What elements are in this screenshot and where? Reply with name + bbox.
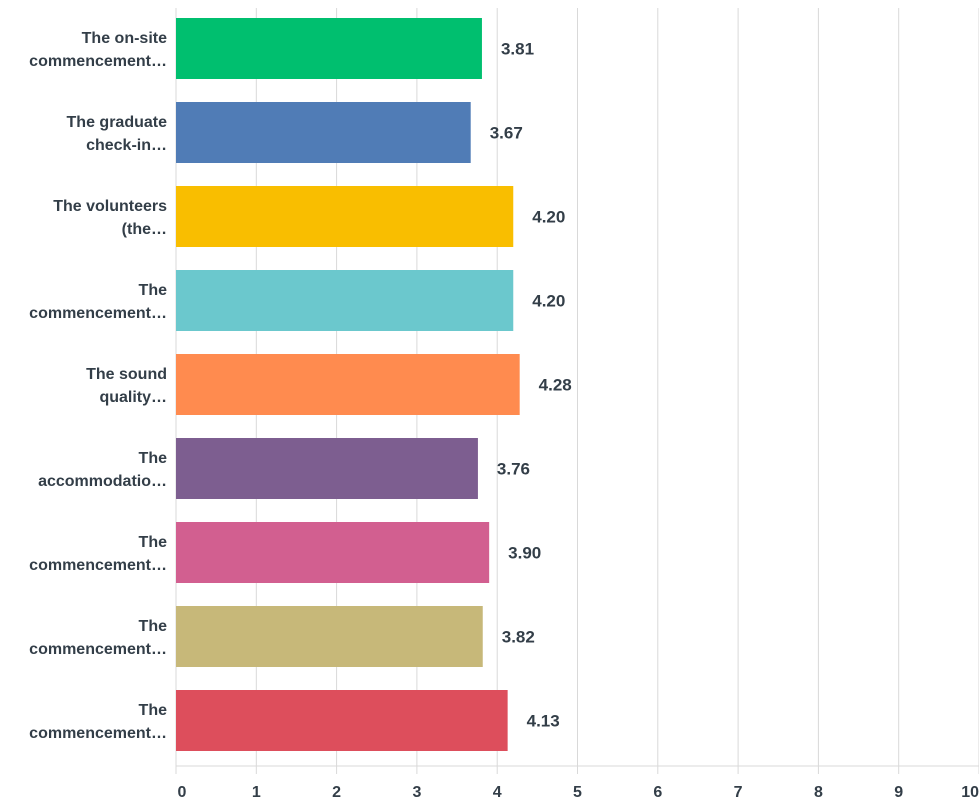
tick-label: 5 — [573, 784, 582, 801]
value-label: 4.20 — [532, 208, 565, 227]
value-label: 3.67 — [490, 124, 523, 143]
category-label: quality… — [99, 389, 167, 406]
category-label: The sound — [86, 366, 167, 383]
category-label: check-in… — [86, 137, 167, 154]
category-label: The — [139, 282, 168, 299]
category-label: (the… — [122, 221, 167, 238]
tick-label: 1 — [252, 784, 261, 801]
value-label: 3.82 — [502, 628, 535, 647]
category-label: accommodatio… — [38, 473, 167, 490]
value-label: 4.20 — [532, 292, 565, 311]
category-label: commencement… — [29, 557, 167, 574]
category-label: The on-site — [82, 30, 167, 47]
category-label: The — [139, 702, 168, 719]
category-label: commencement… — [29, 725, 167, 742]
category-label: commencement… — [29, 305, 167, 322]
tick-label: 6 — [653, 784, 662, 801]
category-label: The — [139, 534, 168, 551]
bar — [176, 270, 514, 331]
bar — [176, 606, 483, 667]
bar — [176, 354, 520, 415]
category-label: commencement… — [29, 53, 167, 70]
category-label: The graduate — [67, 114, 168, 131]
bar — [176, 438, 478, 499]
category-label: commencement… — [29, 641, 167, 658]
bars — [176, 18, 520, 751]
tick-label: 3 — [412, 784, 421, 801]
category-label: The — [139, 618, 168, 635]
tick-label: 8 — [814, 784, 823, 801]
category-label: The — [139, 450, 168, 467]
tick-label: 9 — [894, 784, 903, 801]
bar — [176, 690, 508, 751]
value-label: 4.13 — [527, 712, 560, 731]
x-axis-ticks: 0 1 2 3 4 5 6 7 8 9 10 — [175, 766, 979, 801]
tick-label: 4 — [493, 784, 502, 801]
value-label: 3.76 — [497, 460, 530, 479]
bar — [176, 522, 490, 583]
bar — [176, 186, 514, 247]
tick-label: 10 — [961, 784, 979, 801]
value-label: 3.90 — [508, 544, 541, 563]
value-label: 4.28 — [539, 376, 572, 395]
category-labels: The on-site commencement… The graduate chec… — [29, 30, 167, 742]
tick-label: 7 — [734, 784, 743, 801]
category-label: The volunteers — [53, 198, 167, 215]
tick-label: 2 — [332, 784, 341, 801]
bar — [176, 18, 482, 79]
bar — [176, 102, 471, 163]
value-labels: 3.81 3.67 4.20 4.20 4.28 3.76 3.90 3.82 4.13 — [490, 40, 572, 731]
value-label: 3.81 — [501, 40, 534, 59]
tick-label: 0 — [178, 784, 187, 801]
